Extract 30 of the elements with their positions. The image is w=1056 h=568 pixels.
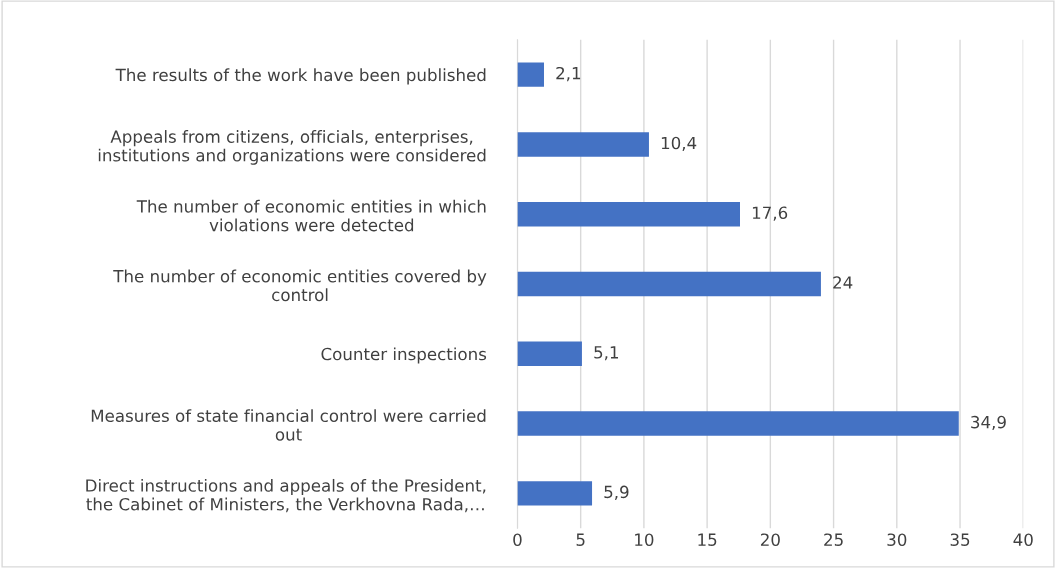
y-tick-label: The number of economic entities in which violations were detected: [136, 199, 486, 232]
x-tick-label: 15: [698, 533, 717, 546]
x-tick-label: 10: [635, 533, 654, 546]
x-tick-label: 30: [887, 533, 907, 546]
bar: [517, 62, 544, 87]
data-label: 34,9: [971, 415, 1006, 431]
bar: [517, 411, 959, 436]
x-tick-label: 35: [950, 533, 970, 546]
data-label: 5,9: [604, 485, 629, 500]
y-tick-label: Counter inspections: [321, 347, 487, 364]
data-label: 5,1: [594, 346, 619, 361]
x-tick-label: 20: [760, 533, 780, 546]
x-tick-label: 0: [513, 533, 522, 546]
data-label: 10,4: [661, 136, 697, 151]
x-tick-label: 5: [576, 533, 585, 546]
bar: [517, 202, 740, 227]
y-tick-label: Direct instructions and appeals of the President, the Cabinet of Ministers, the Verkhovna Rada,…: [86, 478, 486, 513]
y-tick-label: Appeals from citizens, officials, enterprises, institutions and organizations were considered: [98, 130, 486, 165]
y-tick-label: The results of the work have been published: [115, 68, 486, 85]
y-tick-label: Measures of state financial control were carried out: [91, 409, 486, 441]
x-tick-label: 40: [1013, 533, 1033, 546]
bar: [517, 132, 649, 157]
data-label: 17,6: [752, 206, 788, 221]
data-label: 2,1: [556, 66, 581, 82]
bar: [517, 271, 821, 297]
y-tick-label: The number of economic entities covered by control: [113, 269, 487, 302]
x-tick-label: 25: [824, 533, 843, 546]
bar: [517, 341, 582, 366]
data-label: 24: [833, 276, 853, 289]
bar: [517, 481, 593, 506]
